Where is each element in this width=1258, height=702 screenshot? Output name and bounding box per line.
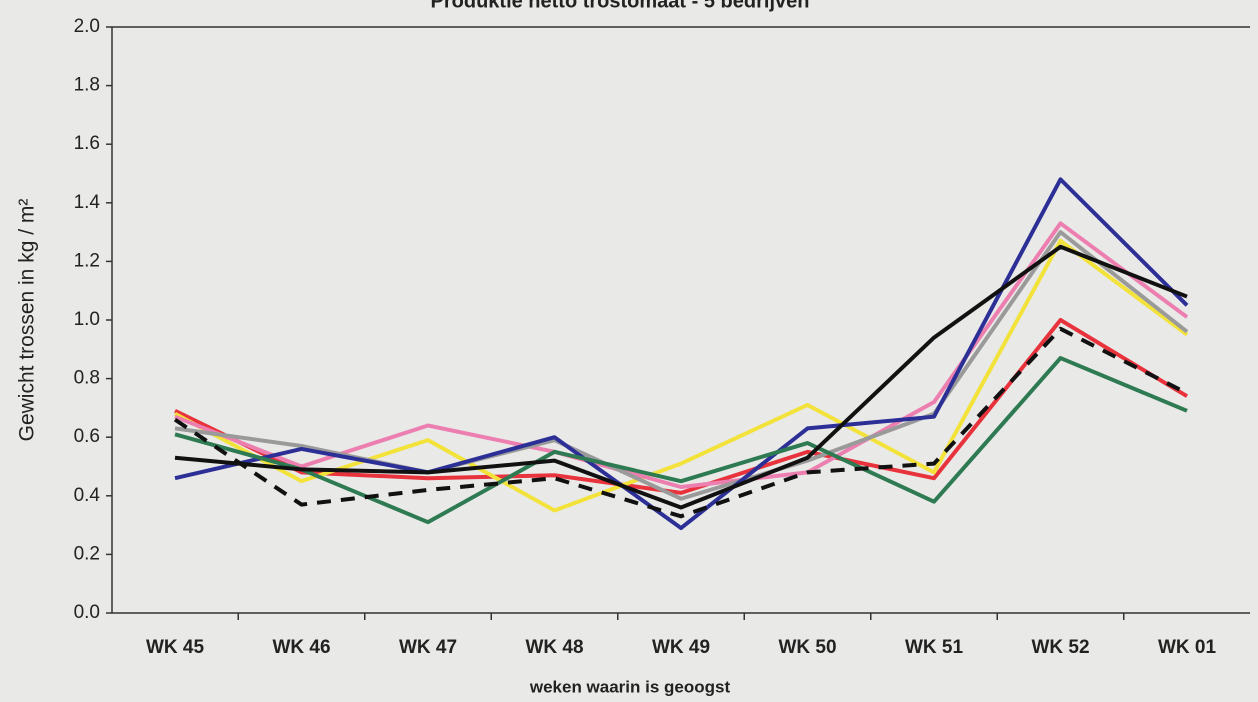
series-line	[174, 244, 1188, 510]
x-tick-label: WK 46	[272, 637, 330, 658]
y-tick-label: 0.8	[74, 368, 100, 389]
series-line	[174, 356, 1188, 525]
y-tick-label: 2.0	[74, 16, 100, 37]
x-axis-label: weken waarin is geoogst	[529, 677, 731, 696]
y-tick-label: 0.2	[74, 543, 100, 564]
x-tick-label: WK 50	[778, 637, 836, 658]
y-tick-label: 0.0	[74, 602, 100, 623]
x-tick-label: WK 01	[1158, 637, 1217, 658]
x-tick-label: WK 49	[652, 637, 710, 658]
y-tick-label: 1.4	[74, 192, 101, 213]
x-tick-label: WK 51	[905, 637, 964, 658]
x-tick-label: WK 52	[1031, 637, 1089, 658]
series-line	[173, 326, 1188, 519]
series-line	[174, 238, 1189, 513]
y-tick-label: 0.4	[74, 485, 101, 506]
x-tick-label: WK 47	[399, 637, 457, 658]
x-tick-label: WK 45	[146, 637, 205, 658]
chart-title: Produktie netto trostomaat - 5 bedrijven	[431, 0, 810, 12]
series-line	[174, 318, 1189, 495]
y-axis-label: Gewicht trossen in kg / m²	[16, 199, 39, 442]
x-tick-label: WK 48	[525, 637, 583, 658]
y-tick-label: 1.2	[74, 250, 100, 271]
y-tick-label: 1.8	[74, 75, 100, 96]
y-tick-label: 1.0	[74, 309, 100, 330]
y-tick-label: 0.6	[74, 426, 100, 447]
y-tick-label: 1.6	[74, 133, 100, 154]
series-line	[174, 177, 1189, 531]
